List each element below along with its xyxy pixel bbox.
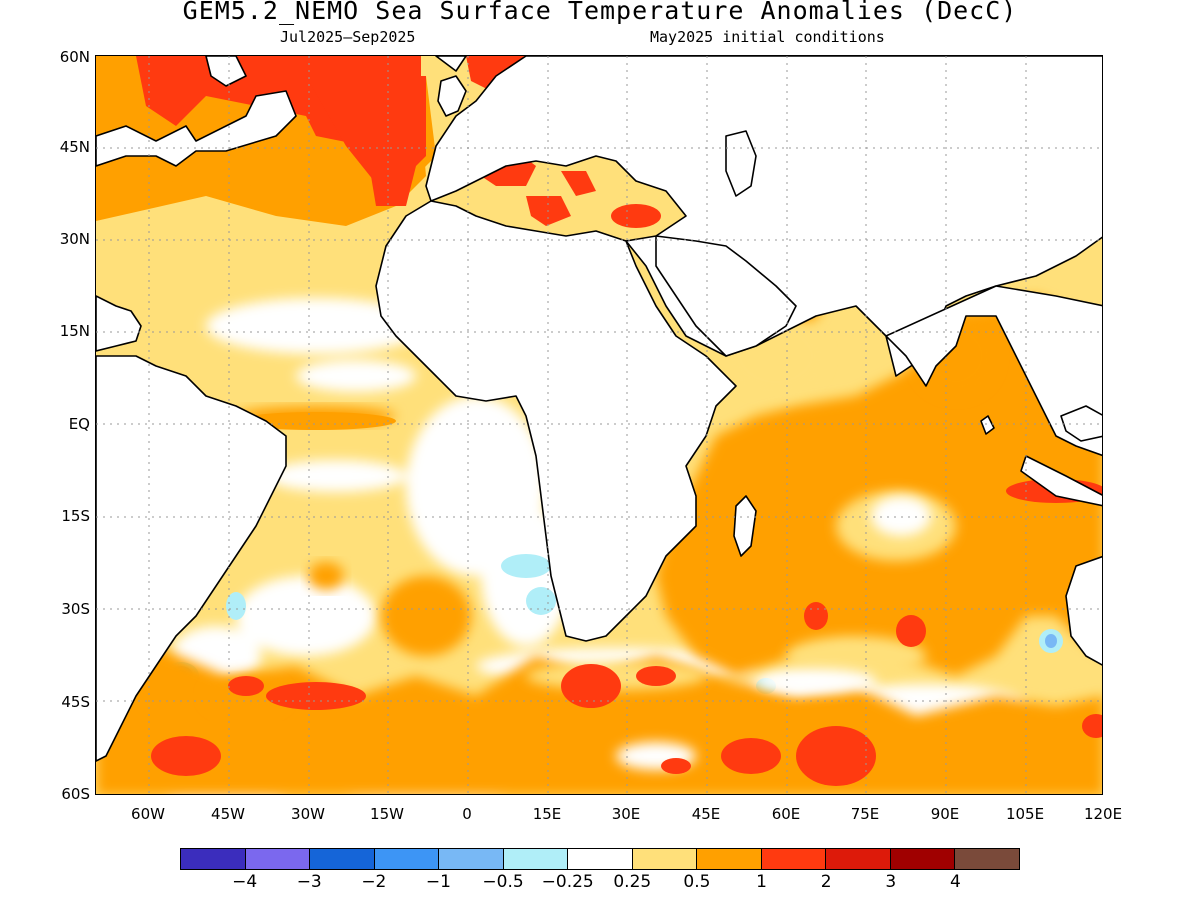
anomaly-map — [96, 56, 1102, 794]
colorbar-tick-label: −0.25 — [541, 872, 594, 892]
lon-label: 120E — [1083, 805, 1123, 823]
lat-label: 30N — [59, 230, 90, 248]
colorbar-swatch — [245, 849, 311, 869]
colorbar-swatch — [632, 849, 698, 869]
colorbar-tick-label: 4 — [949, 872, 961, 892]
lon-label: 105E — [1005, 805, 1045, 823]
colorbar — [180, 848, 1020, 870]
colorbar-swatch — [503, 849, 569, 869]
land-coastlines — [96, 56, 1102, 762]
colorbar-swatch — [374, 849, 440, 869]
lon-label: 0 — [462, 805, 472, 823]
lat-label: 15N — [59, 322, 90, 340]
colorbar-tick-label: −1 — [425, 872, 451, 892]
colorbar-swatch — [955, 849, 1019, 869]
lon-label: 15E — [532, 805, 562, 823]
lon-label: 15W — [370, 805, 404, 823]
colorbar-tick-label: −0.5 — [482, 872, 524, 892]
colorbar-swatch — [568, 849, 633, 869]
colorbar-swatch — [761, 849, 827, 869]
lon-label: 45E — [691, 805, 721, 823]
colorbar-tick-label: 2 — [820, 872, 832, 892]
chart-title: GEM5.2_NEMO Sea Surface Temperature Anom… — [182, 0, 1018, 25]
lat-label: 30S — [61, 600, 90, 618]
init-subtitle: May2025 initial conditions — [650, 28, 885, 46]
colorbar-swatch — [310, 849, 375, 869]
lat-label: 45N — [59, 138, 90, 156]
lon-label: 30W — [291, 805, 325, 823]
map-plot-area — [95, 55, 1103, 795]
lon-label: 30E — [611, 805, 641, 823]
lon-label: 60E — [771, 805, 801, 823]
colorbar-tick-label: 1 — [756, 872, 767, 892]
lat-label: 60S — [61, 785, 90, 803]
colorbar-tick-label: −2 — [361, 872, 387, 892]
colorbar-tick-label: 3 — [885, 872, 897, 892]
lat-label: 60N — [59, 48, 90, 66]
colorbar-tick-label: −3 — [296, 872, 322, 892]
lat-label: 15S — [61, 507, 90, 525]
colorbar-swatch — [181, 849, 246, 869]
colorbar-swatch — [697, 849, 762, 869]
lon-label: 75E — [850, 805, 880, 823]
colorbar-swatch — [890, 849, 956, 869]
period-subtitle: Jul2025–Sep2025 — [280, 28, 416, 46]
lat-label: EQ — [68, 415, 90, 433]
equatorial-warm-band — [236, 412, 396, 430]
colorbar-swatch — [439, 849, 504, 869]
lat-label: 45S — [61, 693, 90, 711]
lon-label: 90E — [930, 805, 960, 823]
strong-warm-regions — [136, 56, 1102, 786]
colorbar-tick-label: 0.5 — [683, 872, 711, 892]
lon-label: 45W — [211, 805, 245, 823]
colorbar-tick-label: 0.25 — [613, 872, 652, 892]
colorbar-tick-label: −4 — [232, 872, 258, 892]
graticule — [96, 56, 1102, 794]
colorbar-swatch — [826, 849, 891, 869]
lon-label: 60W — [131, 805, 165, 823]
